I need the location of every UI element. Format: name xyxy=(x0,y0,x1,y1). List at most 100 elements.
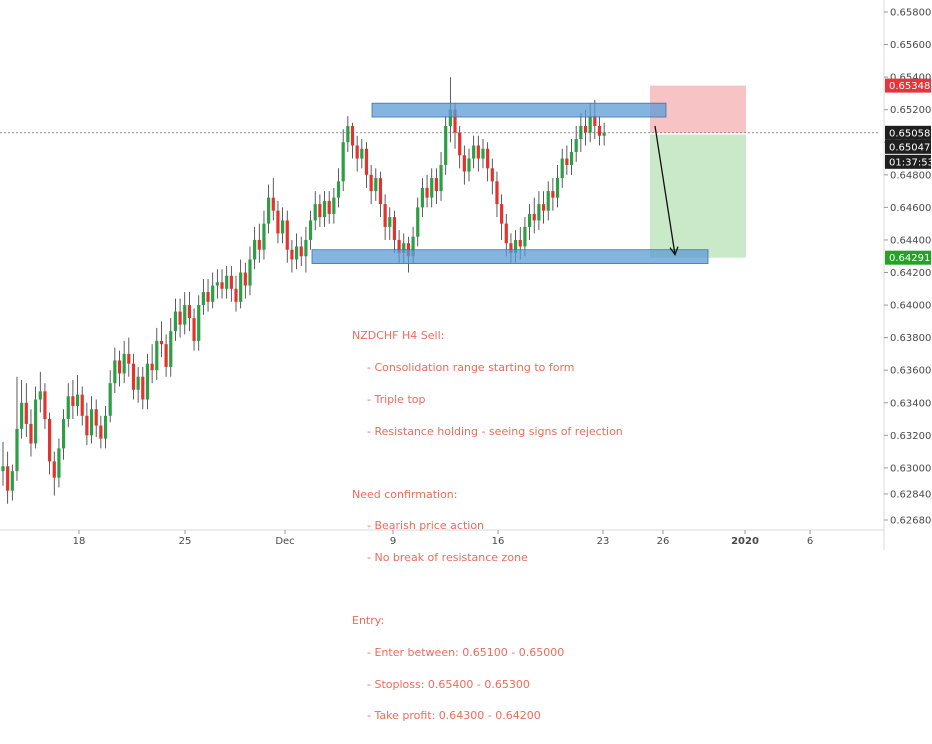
candle-body xyxy=(225,275,229,289)
price-badge-label: 0.65058 xyxy=(889,128,930,139)
resistance-zone xyxy=(371,102,667,118)
candle-body xyxy=(294,246,299,260)
price-badge xyxy=(885,154,931,169)
candle-body xyxy=(593,116,597,126)
candle-body xyxy=(131,363,136,390)
y-tick-label: 0.63200 xyxy=(890,431,931,442)
candle-body xyxy=(173,311,178,332)
candle-body xyxy=(332,197,336,214)
candle-body xyxy=(103,415,108,439)
y-tick-label: 0.62840 xyxy=(890,489,931,500)
candle-body xyxy=(145,363,150,400)
candle-body xyxy=(472,145,476,159)
projection-arrow-line xyxy=(654,125,676,255)
candle-body xyxy=(416,207,420,237)
y-tick-label: 0.65600 xyxy=(890,40,931,51)
candle-body xyxy=(299,246,303,257)
candle-body xyxy=(430,178,434,198)
candle-body xyxy=(532,213,536,221)
y-tick-label: 0.64800 xyxy=(890,170,931,181)
candle-body xyxy=(61,419,66,449)
candle-body xyxy=(85,415,89,436)
candle-body xyxy=(374,178,378,192)
x-tick-label: 23 xyxy=(597,536,610,547)
x-tick-label: 2020 xyxy=(731,536,759,547)
candle-body xyxy=(523,226,527,247)
note-entry-point: - Stoploss: 0.65400 - 0.65300 xyxy=(367,677,530,691)
price-badge-label: 0.65348 xyxy=(889,81,930,92)
x-tick-label: 25 xyxy=(179,536,192,547)
candle-body xyxy=(560,158,564,179)
candle-body xyxy=(397,239,401,253)
candle-body xyxy=(597,125,602,136)
note-entry-title: Entry: xyxy=(352,614,385,628)
price-chart[interactable]: 0.658000.656000.654000.652000.650000.648… xyxy=(0,0,932,550)
candle-body xyxy=(122,353,126,374)
candle-body xyxy=(514,239,518,253)
price-badge xyxy=(885,78,931,93)
note-point: - Triple top xyxy=(367,392,426,406)
candle-body xyxy=(318,204,322,218)
candle-body xyxy=(458,132,462,156)
candle-body xyxy=(383,204,387,227)
price-badges-layer: 0.65348 0.65058 0.65047 01:37:53 0.64291 xyxy=(885,78,932,265)
price-badge-label: 01:37:53 xyxy=(889,157,932,168)
candle-body xyxy=(537,204,541,221)
y-tick-label: 0.65200 xyxy=(890,105,931,116)
candle-body xyxy=(108,383,112,416)
candle-body xyxy=(155,340,159,371)
candle-body xyxy=(178,311,182,325)
y-tick-label: 0.62680 xyxy=(890,516,931,527)
candle-body xyxy=(24,402,28,424)
candle-body xyxy=(290,249,294,260)
candle-body xyxy=(43,391,47,420)
candle-body xyxy=(66,396,70,420)
candle-body xyxy=(206,292,210,302)
candle-body xyxy=(71,396,75,407)
projection-arrow-head xyxy=(669,246,679,256)
candle-body xyxy=(201,292,205,306)
candle-body xyxy=(164,344,168,367)
candle-body xyxy=(369,174,373,192)
candle-body xyxy=(211,285,215,302)
candle-body xyxy=(15,428,19,472)
x-tick-label: 16 xyxy=(492,536,505,547)
candle-body xyxy=(285,220,289,250)
candle-body xyxy=(262,223,266,250)
chart-area[interactable]: 0.658000.656000.654000.652000.650000.648… xyxy=(0,0,932,721)
candle-body xyxy=(569,152,574,166)
candle-body xyxy=(276,210,280,234)
candle-body xyxy=(20,402,24,429)
candle-body xyxy=(117,360,122,374)
candle-body xyxy=(113,360,117,384)
candle-body xyxy=(99,425,103,439)
candle-body xyxy=(127,353,131,364)
candle-body xyxy=(94,409,98,426)
candle-body xyxy=(434,178,438,192)
candle-body xyxy=(486,148,490,169)
note-point: - Consolidation range starting to form xyxy=(367,360,575,374)
candle-body xyxy=(80,394,84,416)
candle-body xyxy=(565,158,569,166)
candle-body xyxy=(257,239,261,250)
candle-body xyxy=(583,125,588,133)
candle-body xyxy=(355,145,359,159)
note-title: NZDCHF H4 Sell: xyxy=(352,329,445,343)
candle-body xyxy=(192,318,196,341)
candle-body xyxy=(57,448,61,478)
y-tick-label: 0.65800 xyxy=(890,8,931,19)
candle-body xyxy=(29,423,33,444)
candle-body xyxy=(313,204,317,221)
candle-body xyxy=(183,305,187,325)
y-tick-label: 0.64000 xyxy=(890,301,931,312)
analysis-note: NZDCHF H4 Sell: - Consolidation range st… xyxy=(352,310,682,743)
candle-body xyxy=(364,148,369,175)
candle-body xyxy=(602,132,606,136)
support-zone xyxy=(311,249,709,264)
candle-body xyxy=(322,200,327,218)
candle-body xyxy=(215,282,219,286)
candle-body xyxy=(239,272,243,302)
candle-body xyxy=(462,155,466,172)
candle-body xyxy=(481,148,485,159)
candle-body xyxy=(52,461,56,478)
